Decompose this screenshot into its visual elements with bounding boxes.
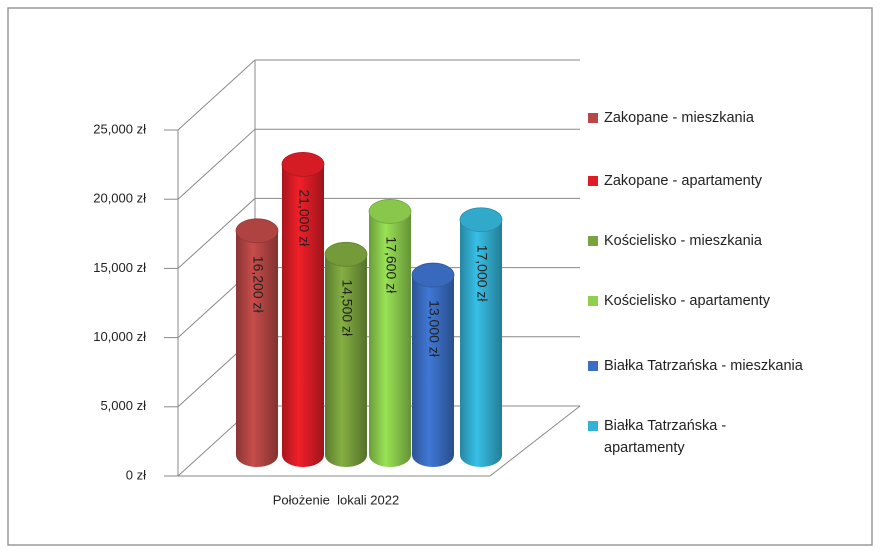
- bar: [325, 254, 367, 467]
- y-tick-label: 20,000 zł: [93, 191, 146, 206]
- legend-label: Zakopane - apartamenty: [604, 173, 762, 189]
- chart-border: [7, 7, 873, 546]
- legend-item: Kościelisko - mieszkania: [588, 230, 868, 252]
- legend-swatch: [588, 176, 598, 186]
- legend-label: Zakopane - mieszkania: [604, 110, 754, 126]
- data-label: 21,000 zł: [296, 189, 312, 247]
- bar: [236, 230, 278, 467]
- bar-top: [281, 151, 325, 177]
- y-tick-label: 0 zł: [126, 467, 146, 482]
- bar-top: [411, 262, 455, 288]
- legend-swatch: [588, 296, 598, 306]
- grid-line: [177, 59, 256, 131]
- legend-swatch: [588, 361, 598, 371]
- legend-label: Białka Tatrzańska - apartamenty: [604, 418, 727, 456]
- bar-top: [235, 218, 279, 244]
- grid-line: [177, 128, 256, 200]
- y-tick-label: 10,000 zł: [93, 329, 146, 344]
- x-tick-label: Położenie lokali 2022: [273, 492, 399, 507]
- grid-line: [177, 198, 256, 269]
- legend-label: Kościelisko - apartamenty: [604, 293, 771, 309]
- bar-top: [368, 199, 412, 224]
- y-tick-label: 5,000 zł: [100, 398, 146, 413]
- legend-swatch: [588, 236, 598, 246]
- bar: [412, 275, 454, 467]
- legend-swatch: [588, 113, 598, 123]
- floor-edge: [489, 405, 581, 477]
- data-label: 14,500 zł: [339, 279, 355, 337]
- legend-swatch: [588, 421, 598, 431]
- data-label: 17,000 zł: [474, 245, 490, 303]
- data-label: 16,200 zł: [250, 256, 266, 314]
- legend-label: Białka Tatrzańska - mieszkania: [604, 358, 803, 374]
- data-label: 13,000 zł: [426, 300, 442, 358]
- bar: [369, 211, 411, 467]
- legend-label: Kościelisko - mieszkania: [604, 233, 762, 249]
- y-tick-label: 15,000 zł: [93, 260, 146, 275]
- legend-item: Zakopane - apartamenty: [588, 170, 868, 192]
- data-label: 17,600 zł: [383, 236, 399, 294]
- bar: [460, 219, 502, 467]
- legend-item: Białka Tatrzańska - apartamenty: [588, 415, 868, 459]
- bar-top: [459, 207, 503, 233]
- legend-item: Zakopane - mieszkania: [588, 107, 868, 129]
- y-tick-label: 25,000 zł: [93, 121, 146, 136]
- legend-item: Białka Tatrzańska - mieszkania: [588, 355, 868, 377]
- bar: [282, 164, 324, 468]
- legend-item: Kościelisko - apartamenty: [588, 290, 868, 312]
- bar-top: [324, 241, 368, 267]
